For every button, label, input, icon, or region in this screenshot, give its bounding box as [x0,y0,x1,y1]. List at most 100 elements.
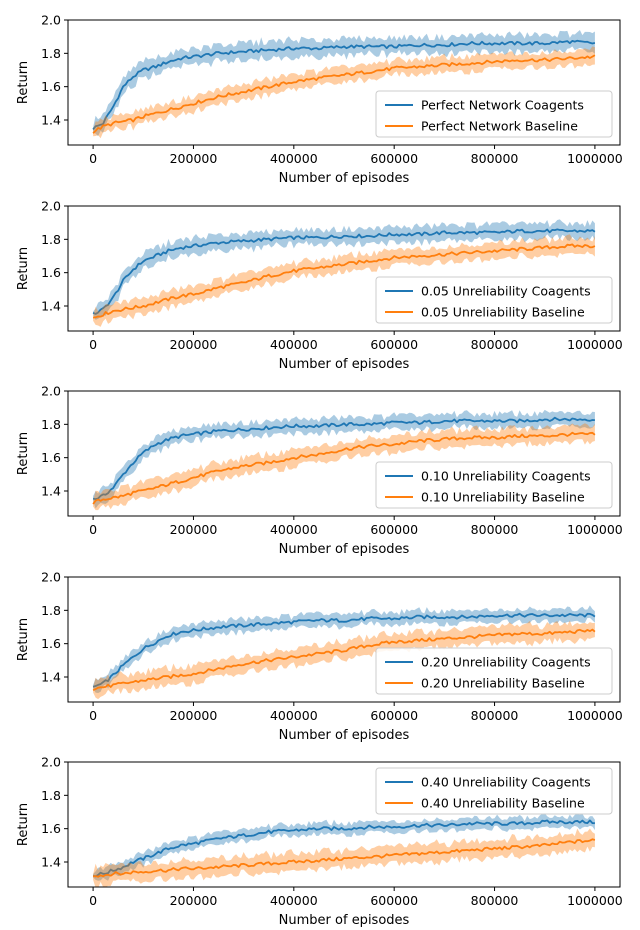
x-tick-label: 600000 [370,708,418,723]
y-axis-label: Return [16,247,31,290]
x-axis-label: Number of episodes [279,357,410,372]
y-axis-label: Return [16,61,31,104]
x-tick-label: 200000 [170,708,218,723]
x-tick-label: 1000000 [567,337,623,352]
legend-label-2: 0.40 Unreliability Baseline [421,796,585,811]
chart-panel-5: 1.4 1.6 1.8 2.0 0 200000 400000 600000 800000 100… [16,755,623,929]
x-tick-label: 600000 [370,893,418,908]
axes-frame [67,761,621,888]
x-tick-label: 400000 [270,522,318,537]
y-tick-label: 1.8 [41,417,61,432]
x-tick-label: 0 [89,893,97,908]
x-tick-label: 400000 [270,893,318,908]
y-tick-label: 2.0 [41,13,61,28]
legend-label-2: 0.05 Unreliability Baseline [421,305,585,320]
chart-panel-2: 1.4 1.6 1.8 2.0 0 200000 400000 600000 800000 100… [16,199,623,373]
legend: Perfect Network Coagents Perfect Network … [375,90,613,138]
axes-frame [67,205,621,332]
legend-label-2: Perfect Network Baseline [421,119,578,134]
y-tick-label: 1.4 [41,484,61,499]
y-tick-label: 1.8 [41,788,61,803]
x-tick-label: 1000000 [567,708,623,723]
legend-label-2: 0.20 Unreliability Baseline [421,676,585,691]
confidence-band-2 [93,234,595,327]
y-axis-label: Return [16,618,31,661]
confidence-band-1 [93,813,595,881]
series-line-2 [92,628,596,692]
x-tick-label: 0 [89,522,97,537]
plot-area [92,409,596,511]
x-tick-label: 400000 [270,708,318,723]
y-tick-label: 1.6 [41,821,61,836]
y-tick-label: 2.0 [41,755,61,770]
chart-panel-1: 1.4 1.6 1.8 2.0 0 200000 400000 600000 800000 100… [16,13,623,187]
y-tick-label: 1.6 [41,636,61,651]
legend-box [375,767,613,815]
legend-label-2: 0.10 Unreliability Baseline [421,490,585,505]
confidence-band-1 [93,409,595,509]
legend-box [375,90,613,138]
legend-box [375,276,613,324]
x-tick-label: 800000 [471,337,519,352]
series-line-1 [92,228,596,315]
confidence-band-1 [93,30,595,137]
legend-label-1: 0.10 Unreliability Coagents [421,469,591,484]
series-line-1 [92,819,595,878]
x-tick-label: 600000 [370,522,418,537]
y-tick-label: 1.4 [41,670,61,685]
x-tick-label: 1000000 [567,522,623,537]
x-axis-label: Number of episodes [279,171,410,186]
series-line-1 [92,416,595,500]
axes-frame [67,390,621,517]
x-axis-label: Number of episodes [279,542,410,557]
y-tick-label: 1.8 [41,232,61,247]
legend-label-1: 0.20 Unreliability Coagents [421,655,591,670]
chart-panel-3: 1.4 1.6 1.8 2.0 0 200000 400000 600000 800000 100… [16,384,623,558]
x-tick-label: 800000 [471,522,519,537]
plot-area [92,219,596,327]
series-line-2 [92,431,596,505]
y-tick-label: 1.8 [41,603,61,618]
legend-box [375,647,613,695]
y-tick-label: 1.6 [41,450,61,465]
y-tick-label: 1.4 [41,113,61,128]
y-tick-label: 2.0 [41,199,61,214]
x-tick-label: 200000 [170,337,218,352]
y-tick-label: 1.8 [41,46,61,61]
y-axis-label: Return [16,432,31,475]
legend: 0.05 Unreliability Coagents 0.05 Unreliab… [375,276,613,324]
legend-label-1: Perfect Network Coagents [421,98,584,113]
x-tick-label: 1000000 [567,151,623,166]
y-tick-label: 1.6 [41,79,61,94]
confidence-band-2 [93,423,595,511]
legend: 0.40 Unreliability Coagents 0.40 Unreliab… [375,767,613,815]
legend: 0.10 Unreliability Coagents 0.10 Unreliab… [375,461,613,509]
legend-box [375,461,613,509]
x-tick-label: 800000 [471,893,519,908]
y-axis-label: Return [16,803,31,846]
axes-frame [67,576,621,703]
y-tick-label: 1.4 [41,299,61,314]
confidence-band-2 [93,620,595,700]
series-line-2 [92,838,596,878]
chart-panel-4: 1.4 1.6 1.8 2.0 0 200000 400000 600000 800000 100… [16,570,623,744]
x-tick-label: 400000 [270,151,318,166]
x-tick-label: 200000 [170,893,218,908]
plot-area [92,30,596,139]
x-tick-label: 600000 [370,151,418,166]
legend-label-1: 0.05 Unreliability Coagents [421,284,591,299]
legend: 0.20 Unreliability Coagents 0.20 Unreliab… [375,647,613,695]
x-tick-label: 200000 [170,522,218,537]
axes-frame [67,19,621,146]
y-tick-label: 1.4 [41,855,61,870]
series-line-1 [92,39,596,130]
series-line-1 [92,612,596,688]
x-tick-label: 800000 [471,708,519,723]
x-axis-label: Number of episodes [279,913,410,928]
x-tick-label: 400000 [270,337,318,352]
plot-area [92,813,596,887]
y-tick-label: 2.0 [41,384,61,399]
confidence-band-2 [93,46,595,139]
x-tick-label: 200000 [170,151,218,166]
